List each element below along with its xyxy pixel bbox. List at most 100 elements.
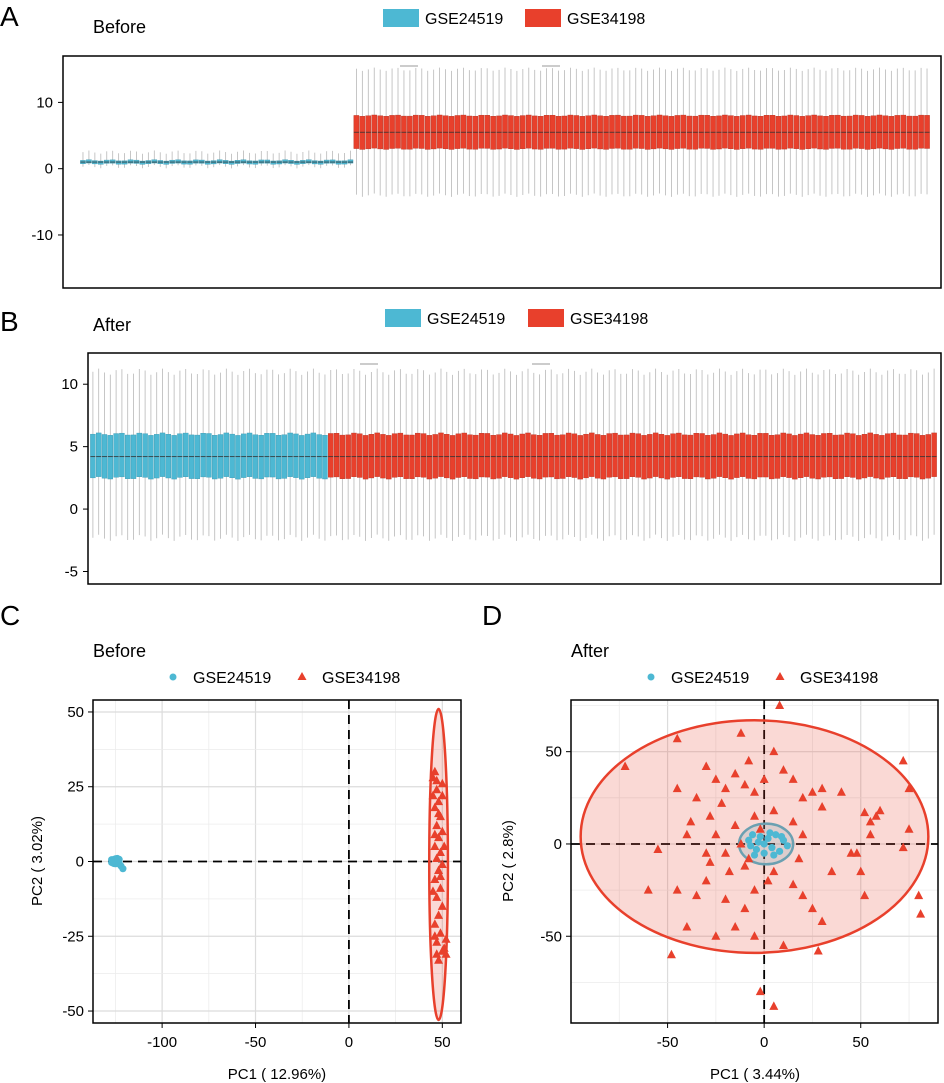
point-gse24519 [770,851,778,859]
y-tick-label: 0 [554,836,562,853]
point-gse34198 [428,772,438,782]
point-gse24519 [745,836,753,844]
axes: -100 -50 0 50 50 25 0 -25 -50 [62,704,450,1051]
point-gse34198 [432,820,442,830]
box [502,114,508,149]
point-gse34198 [750,885,759,894]
plot-frame [62,55,942,289]
box [835,114,841,149]
box [347,159,354,164]
point-gse34198 [430,919,440,928]
box [591,114,597,149]
box [577,435,583,480]
point-gse34198 [788,816,798,826]
point-gse34198 [441,949,451,958]
y-tick-label: 50 [545,744,562,761]
box [275,435,282,480]
box [258,159,265,164]
box [635,433,641,478]
box [603,116,609,150]
point-gse24519 [119,865,127,873]
point-gse34198 [682,922,692,931]
box [287,432,293,477]
y-tick-label: 10 [61,376,78,393]
box [223,432,230,477]
panel-d-title: After [571,641,609,661]
box [317,160,324,165]
point-gse34198 [865,816,875,826]
point-gse24519 [776,847,784,855]
box [763,433,769,478]
x-tick-label: 50 [852,1034,869,1051]
box [216,159,223,164]
point-gse24519 [108,858,116,866]
point-gse34198 [763,875,773,885]
point-gse34198 [856,866,866,876]
point-gse24519 [750,851,759,859]
point-gse34198 [724,866,734,876]
point-gse34198 [759,774,769,783]
point-gse34198 [435,871,445,880]
box [142,433,148,478]
box [151,159,158,164]
legend-swatch-gse24519 [385,309,421,327]
point-gse34198 [434,808,444,818]
point-gse34198 [827,866,837,876]
point-gse34198 [775,700,785,710]
box [246,432,253,477]
box [235,435,241,480]
point-gse34198 [701,848,711,857]
box [647,434,653,479]
box [333,433,340,478]
point-gse34198 [769,1001,779,1010]
legend-label-gse24519: GSE24519 [193,670,271,687]
box [165,434,172,479]
point-gse34198 [437,826,447,836]
box [121,160,128,165]
panel-c-title: Before [93,641,146,661]
box [109,159,116,164]
box [787,114,794,149]
legend-marker-gse34198 [297,672,307,680]
panel-letter-b: B [0,306,19,337]
point-gse34198 [430,874,440,883]
point-gse34198 [432,937,442,946]
box [722,114,728,149]
box [757,433,763,478]
box [931,432,937,477]
point-gse34198 [439,943,449,952]
legend-label-gse34198: GSE34198 [570,311,648,328]
box [693,433,699,478]
box [571,433,578,478]
point-gse24519 [760,849,768,857]
legend-marker-gse24519 [169,673,177,681]
box [823,116,829,150]
point-gse34198 [434,910,444,919]
box [555,115,562,150]
point-gse34198 [721,783,731,793]
box [543,115,550,149]
point-gse34198 [860,807,870,817]
box [763,115,770,149]
box [652,432,659,477]
box [413,114,419,149]
box [716,432,723,477]
point-gse34198 [430,841,440,851]
box [438,432,444,477]
box [407,115,413,150]
box [629,432,636,478]
point-gse34198 [755,824,765,833]
box [919,435,926,480]
box [177,433,183,478]
point-gse34198 [432,949,442,958]
box [395,114,401,149]
box [873,434,879,479]
point-gse24519 [766,829,774,837]
box [579,116,586,150]
point-gse34198 [730,922,740,931]
legend-swatch-gse24519 [383,9,419,27]
box [705,435,711,480]
box [633,114,639,149]
point-gse34198 [441,934,451,943]
box [621,115,627,150]
